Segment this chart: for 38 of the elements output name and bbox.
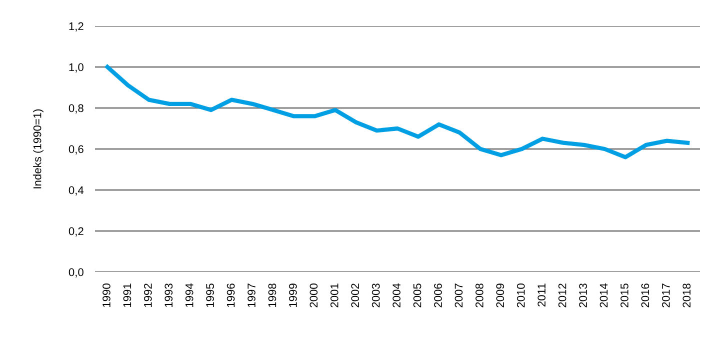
x-tick-label: 2012 [558, 284, 566, 308]
x-tick-label: 2016 [641, 284, 650, 308]
x-tick-label: 2014 [600, 283, 608, 308]
y-tick-label: 0,2 [68, 227, 84, 236]
x-tick-label: 2009 [496, 284, 504, 308]
x-tick-label: 1993 [164, 284, 173, 307]
x-tick-label: 2003 [372, 284, 380, 308]
x-tick-label: 2008 [475, 284, 484, 308]
x-tick-label: 2006 [434, 284, 442, 308]
y-tick-label: 0,0 [68, 268, 84, 278]
x-tick-label: 1998 [268, 284, 276, 307]
x-tick-label: 1994 [185, 283, 194, 307]
x-tick-label: 2007 [454, 284, 463, 308]
y-tick-label: 1,2 [69, 22, 84, 32]
x-tick-label: 1996 [226, 284, 235, 307]
x-tick-label: 1991 [123, 284, 132, 307]
x-tick-label: 1992 [144, 284, 152, 307]
y-tick-label: 0,6 [68, 145, 84, 154]
x-tick-label: 2004 [392, 283, 400, 308]
x-tick-label: 2013 [579, 284, 587, 308]
x-tick-label: 2002 [351, 284, 360, 308]
x-tick-label: 2010 [516, 284, 525, 308]
x-tick-label: 1990 [102, 284, 110, 307]
x-tick-label: 2011 [538, 284, 546, 306]
y-tick-label: 1,0 [69, 63, 84, 72]
x-tick-label: 1997 [248, 284, 256, 307]
x-tick-label: 2001 [330, 284, 338, 308]
x-tick-label: 2017 [662, 284, 670, 308]
x-tick-label: 2005 [413, 284, 422, 308]
y-tick-label: 0,4 [68, 186, 84, 196]
x-tick-label: 2018 [682, 284, 691, 308]
x-tick-label: 2015 [620, 284, 628, 308]
y-tick-label: 0,8 [68, 104, 84, 114]
x-tick-label: 1999 [289, 284, 297, 307]
line-series [105, 64, 690, 160]
x-tick-label: 1995 [206, 284, 214, 307]
y-axis-title: Indeks (1990=1) [33, 109, 44, 188]
x-tick-label: 2000 [310, 284, 318, 308]
